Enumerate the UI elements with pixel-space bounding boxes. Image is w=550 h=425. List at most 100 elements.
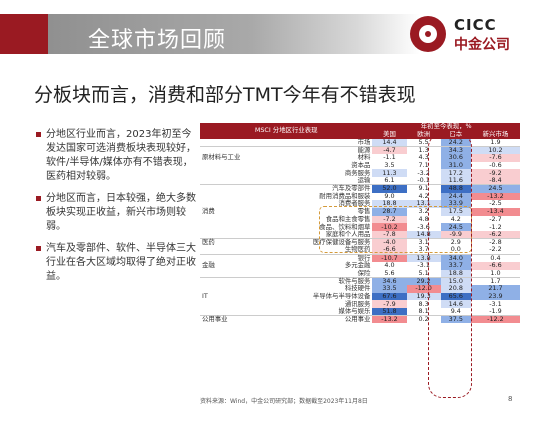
- sector-name: 零售: [357, 207, 371, 216]
- return-cell: 17.5: [440, 208, 471, 216]
- sector-category: [200, 193, 270, 201]
- table-header-group: 年初至今表现，%: [372, 123, 520, 131]
- return-cell: 8.3: [406, 300, 441, 308]
- return-cell: 24.5: [470, 184, 520, 193]
- sector-name: 家庭和个人用品: [325, 230, 371, 238]
- bullet-list: 分地区行业而言，2023年初至今发达国家可选消费板块表现较好，软件/半导体/媒体…: [36, 128, 196, 292]
- return-cell: 29.2: [406, 276, 441, 285]
- cicc-logo-icon: [410, 16, 446, 52]
- return-cell: 34.6: [372, 276, 407, 285]
- table-row: 汽车及零部件 52.0 9.1 48.8 24.5: [200, 184, 520, 193]
- table-row: 耐用消费品和服装 9.0 4.2 24.4 -13.2: [200, 192, 520, 201]
- table-row: 市场 14.4 5.5 24.2 1.9: [200, 137, 520, 147]
- return-cell: 0.4: [470, 253, 520, 262]
- sector-name: 半导体与半导体设备: [312, 291, 371, 300]
- return-cell: 4.0: [372, 262, 407, 270]
- return-cell: 5.1: [406, 269, 441, 278]
- table-row: 食品、饮料和烟草 -10.2 -3.6 24.5 -1.2: [200, 223, 520, 231]
- cicc-logo: CICC 中金公司: [410, 12, 520, 58]
- return-cell: -3.1: [406, 262, 441, 270]
- column-header: 日本: [440, 130, 471, 139]
- sector-category: [200, 246, 270, 254]
- return-cell: 14.8: [406, 231, 441, 239]
- sector-name: 商务服务: [344, 168, 371, 177]
- return-cell: -6.6: [470, 262, 520, 270]
- table-row: 媒体与娱乐 51.8 8.1 9.4 -1.9: [200, 308, 520, 316]
- table-row: 食品和主食零售 -7.2 4.8 4.2 -2.7: [200, 215, 520, 224]
- sector-category: [200, 253, 271, 262]
- return-cell: 33.9: [440, 200, 471, 208]
- table-row: 运输 6.1 -0.1 11.6 -8.4: [200, 177, 520, 185]
- sector-category: 医药: [200, 238, 271, 247]
- return-cell: 1.3: [406, 145, 441, 155]
- return-cell: 8.1: [406, 308, 441, 316]
- return-cell: 17.2: [440, 169, 471, 178]
- table-row: 公用事业 公用事业 -13.2 0.2 37.5 -12.2: [200, 315, 520, 324]
- sector-category: [200, 162, 270, 170]
- return-cell: 31.0: [440, 162, 471, 170]
- return-cell: 14.6: [440, 300, 471, 308]
- logo-text-en: CICC: [454, 16, 497, 34]
- return-cell: -13.2: [372, 315, 407, 324]
- return-cell: 14.4: [372, 138, 407, 147]
- sector-category: [200, 177, 270, 185]
- return-cell: 34.0: [440, 253, 471, 262]
- return-cell: 52.0: [372, 184, 407, 193]
- sector-name: 市场: [357, 137, 371, 146]
- sector-name: 消费者服务: [338, 199, 371, 208]
- return-cell: 24.2: [440, 138, 471, 147]
- return-cell: 19.3: [406, 292, 441, 301]
- return-cell: -9.2: [470, 169, 520, 178]
- return-cell: 20.8: [440, 285, 471, 293]
- column-header: 欧洲: [406, 130, 441, 139]
- slide-title: 全球市场回顾: [88, 28, 227, 53]
- table-row: 消费者服务 18.8 13.1 33.9 -2.5: [200, 200, 520, 208]
- return-cell: -9.9: [440, 231, 471, 239]
- table-row: 原材料与工业 材料 -1.1 4.3 30.6 -7.6: [200, 154, 520, 162]
- return-cell: 18.8: [440, 269, 471, 278]
- return-cell: 5.6: [372, 269, 407, 278]
- return-cell: 21.7: [470, 285, 520, 293]
- table-row: 消费 零售 28.7 3.2 17.5 -13.4: [200, 208, 520, 216]
- table-row: 家庭和个人用品 -7.8 14.8 -9.9 -6.2: [200, 231, 520, 239]
- return-cell: -7.9: [372, 300, 407, 308]
- sector-category: [200, 216, 270, 224]
- performance-table: MSCI 分地区行业表现 年初至今表现，% 美国 欧洲 日本 新兴市场 市场 14…: [200, 123, 520, 324]
- sector-name: 通讯服务: [344, 299, 371, 308]
- return-cell: 34.3: [440, 145, 471, 155]
- return-cell: -4.7: [372, 145, 407, 155]
- return-cell: 4.2: [440, 215, 471, 224]
- return-cell: -7.2: [372, 215, 407, 224]
- return-cell: 51.8: [372, 308, 407, 316]
- sector-category: [200, 139, 270, 147]
- sector-category: 金融: [202, 261, 215, 270]
- return-cell: 1.7: [470, 276, 520, 285]
- return-cell: -0.1: [406, 177, 441, 185]
- return-cell: 13.1: [406, 200, 441, 208]
- sector-category: IT: [202, 291, 208, 300]
- sector-category: [200, 223, 270, 231]
- column-header: 新兴市场: [470, 130, 520, 139]
- return-cell: 4.2: [406, 192, 441, 201]
- return-cell: 23.9: [470, 292, 520, 301]
- sector-category: 公用事业: [200, 315, 271, 324]
- return-cell: -12.0: [406, 285, 441, 293]
- return-cell: -8.4: [470, 177, 520, 185]
- slide-subtitle: 分板块而言，消费和部分TMT今年有不错表现: [34, 84, 416, 106]
- return-cell: -13.4: [470, 208, 520, 216]
- sector-category: 原材料与工业: [202, 153, 241, 162]
- sector-name: 资本品: [351, 161, 371, 170]
- sector-category: [200, 184, 271, 193]
- page-number: 8: [508, 395, 513, 403]
- return-cell: -2.7: [470, 215, 520, 224]
- japan-column-highlight: [428, 133, 472, 398]
- return-cell: 3.1: [406, 238, 441, 247]
- return-cell: 7.1: [406, 162, 441, 170]
- return-cell: 0.0: [440, 246, 471, 255]
- sector-category: 消费: [202, 207, 215, 216]
- return-cell: 48.8: [440, 184, 471, 193]
- return-cell: -3.6: [406, 223, 441, 231]
- return-cell: -3.1: [470, 300, 520, 308]
- sector-name: 运输: [357, 176, 371, 185]
- return-cell: -10.7: [372, 253, 407, 262]
